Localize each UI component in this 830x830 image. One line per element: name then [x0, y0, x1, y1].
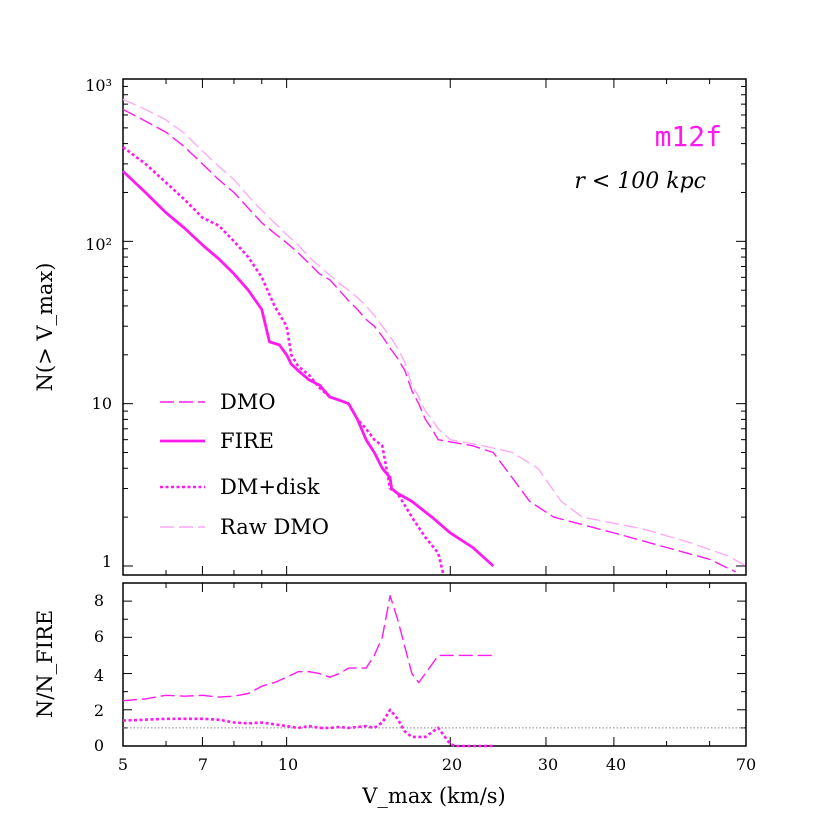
xtick-label-7: 7 — [198, 755, 208, 774]
ytick-label-1: 1 — [102, 552, 112, 571]
bottom-series-dm-disk-fire — [122, 708, 494, 748]
ratio-ytick-label-0: 0 — [94, 736, 104, 755]
xtick-label-40: 40 — [606, 755, 626, 774]
bottom-panel-frame — [122, 582, 747, 747]
legend-label-dm-disk: DM+disk — [220, 475, 320, 499]
ratio-ytick-label-2: 2 — [94, 701, 104, 720]
y-axis-label-top: N(> V_max) — [33, 263, 57, 392]
xtick-label-5: 5 — [118, 755, 128, 774]
xtick-label-20: 20 — [442, 755, 462, 774]
ratio-ytick-label-8: 8 — [94, 591, 104, 610]
bottom-panel-series — [122, 595, 494, 748]
top-panel-ticks — [122, 78, 747, 575]
ytick-label-100: 10² — [85, 235, 112, 254]
xtick-label-10: 10 — [278, 755, 298, 774]
legend-label-raw-dmo: Raw DMO — [220, 515, 329, 539]
ratio-ytick-label-4: 4 — [94, 666, 104, 685]
legend-label-dmo: DMO — [220, 390, 276, 414]
halo-name-label: m12f — [655, 120, 722, 153]
bottom-panel-ticks — [122, 583, 747, 747]
ratio-ytick-label-6: 6 — [94, 627, 104, 646]
top-series-dmo — [122, 108, 737, 573]
x-axis-label: V_max (km/s) — [361, 784, 506, 808]
bottom-series-dmo-fire — [122, 595, 494, 702]
top-panel-series — [122, 98, 747, 574]
ytick-label-1000: 10³ — [85, 76, 112, 95]
radius-cut-label: r < 100 kpc — [574, 169, 706, 194]
top-series-dm-disk — [122, 146, 445, 574]
y-axis-label-bottom: N/N_FIRE — [33, 610, 57, 718]
top-series-raw-dmo — [122, 98, 747, 567]
legend-label-fire: FIRE — [220, 429, 274, 453]
ytick-label-10: 10 — [92, 394, 112, 413]
top-series-fire — [122, 170, 495, 568]
xtick-label-30: 30 — [538, 755, 558, 774]
legend: DMO FIRE DM+disk Raw DMO — [160, 390, 329, 539]
top-panel-frame — [122, 78, 747, 576]
xtick-label-70: 70 — [736, 755, 756, 774]
